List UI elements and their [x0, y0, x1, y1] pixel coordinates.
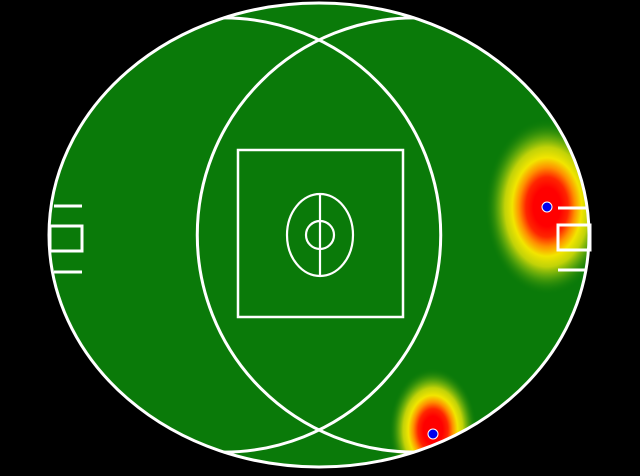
- fifty-metre-arc-right: [195, 16, 415, 454]
- field-markings: [47, 1, 592, 469]
- goal-square-right: [556, 223, 592, 252]
- marker-right-goal[interactable]: [541, 201, 553, 213]
- goal-square-left: [48, 224, 84, 253]
- fifty-metre-arc-left: [223, 16, 443, 454]
- marker-bottom-pocket[interactable]: [427, 428, 439, 440]
- centre-square: [236, 148, 405, 319]
